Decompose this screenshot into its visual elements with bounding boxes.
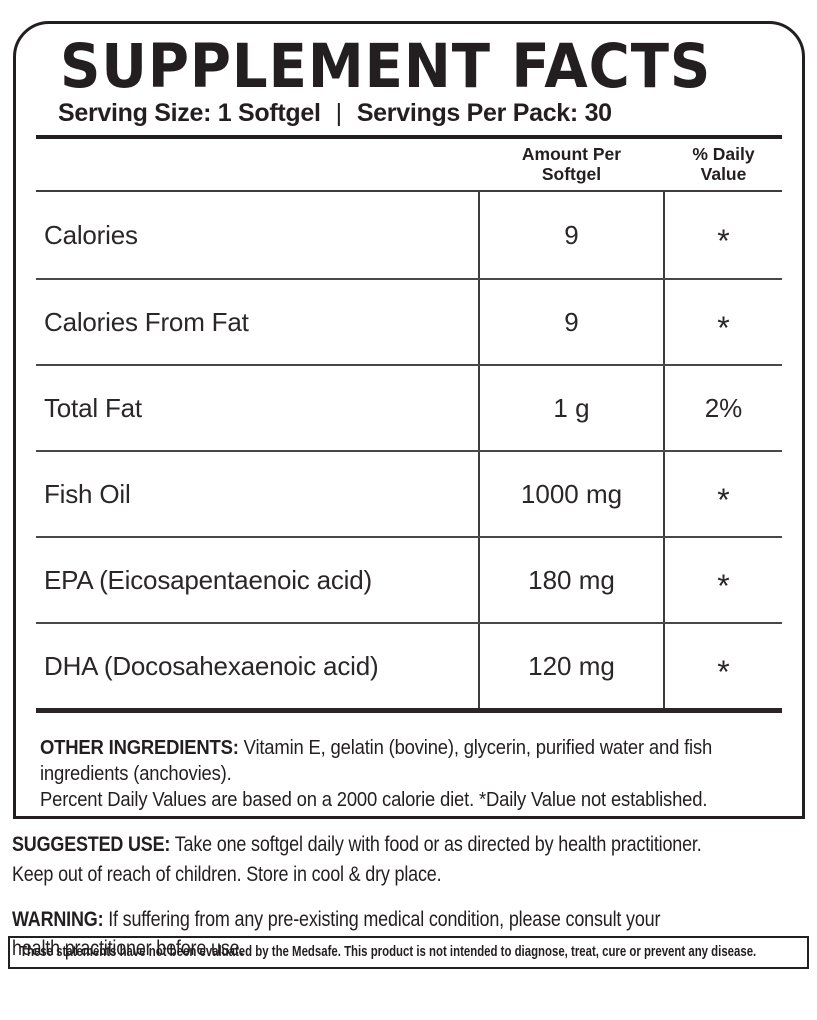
nutrient-name: Total Fat xyxy=(44,392,142,423)
divider-pipe: | xyxy=(335,99,343,127)
daily-value: 2% xyxy=(704,392,743,423)
header-spacer xyxy=(36,139,478,190)
nutrient-amount: 180 mg xyxy=(478,538,665,622)
fda-disclaimer-box: These statements have not been evaluated… xyxy=(8,936,809,969)
nutrient-name: Calories From Fat xyxy=(44,306,249,337)
column-header-dv-line1: % Daily xyxy=(692,143,755,164)
nutrient-amount: 1 g xyxy=(478,366,665,450)
serving-size-text: Serving Size: 1 Softgel xyxy=(58,99,321,127)
nutrient-amount: 120 mg xyxy=(478,624,665,708)
table-row: Calories 9 * xyxy=(36,192,782,278)
table-row: DHA (Docosahexaenoic acid) 120 mg * xyxy=(36,622,782,708)
supplement-facts-panel: SUPPLEMENT FACTS Serving Size: 1 Softgel… xyxy=(13,21,805,819)
column-header-amount-line2: Softgel xyxy=(541,163,602,184)
disclaimer-text: These statements have not been evaluated… xyxy=(20,944,757,960)
column-header-dv-line2: Value xyxy=(700,163,747,184)
usage-section: SUGGESTED USE: Take one softgel daily wi… xyxy=(12,830,812,979)
nutrient-amount: 9 xyxy=(478,280,665,364)
suggested-use-label: SUGGESTED USE: xyxy=(12,833,171,856)
other-ingredients-line2: ingredients (anchovies). xyxy=(40,762,232,786)
serving-info: Serving Size: 1 Softgel | Servings Per Pac… xyxy=(58,99,782,128)
table-row: Fish Oil 1000 mg * xyxy=(36,450,782,536)
other-ingredients-section: OTHER INGREDIENTS: Vitamin E, gelatin (b… xyxy=(40,735,785,814)
header-rule xyxy=(36,135,782,139)
table-row: EPA (Eicosapentaenoic acid) 180 mg * xyxy=(36,536,782,622)
suggested-use-paragraph: SUGGESTED USE: Take one softgel daily wi… xyxy=(12,833,702,886)
other-ingredients-label: OTHER INGREDIENTS: xyxy=(40,736,239,759)
nutrient-name: EPA (Eicosapentaenoic acid) xyxy=(44,564,372,595)
table-header-row: Amount Per Softgel % Daily Value xyxy=(36,139,782,192)
table-row: Calories From Fat 9 * xyxy=(36,278,782,364)
header-dv-cell: % Daily Value xyxy=(665,139,782,190)
daily-value: * xyxy=(717,653,730,690)
daily-value: * xyxy=(717,309,730,346)
warning-paragraph: WARNING: If suffering from any pre-exist… xyxy=(12,907,661,961)
nutrient-amount: 1000 mg xyxy=(478,452,665,536)
daily-value-note: Percent Daily Values are based on a 2000… xyxy=(40,788,708,812)
nutrient-name: Fish Oil xyxy=(44,478,131,509)
nutrient-amount: 9 xyxy=(478,192,665,278)
page-title: SUPPLEMENT FACTS xyxy=(60,31,712,102)
servings-per-pack-text: Servings Per Pack: 30 xyxy=(356,99,612,127)
other-ingredients-line1: OTHER INGREDIENTS: Vitamin E, gelatin (b… xyxy=(40,736,713,759)
header-amount-cell: Amount Per Softgel xyxy=(478,139,665,190)
warning-label: WARNING: xyxy=(12,907,104,931)
daily-value: * xyxy=(717,567,730,604)
daily-value: * xyxy=(717,222,730,259)
nutrition-table: Amount Per Softgel % Daily Value Calorie… xyxy=(36,139,782,713)
column-header-amount-line1: Amount Per xyxy=(521,143,622,164)
daily-value: * xyxy=(717,481,730,518)
nutrient-name: Calories xyxy=(44,219,138,250)
table-row: Total Fat 1 g 2% xyxy=(36,364,782,450)
nutrient-name: DHA (Docosahexaenoic acid) xyxy=(44,650,379,681)
